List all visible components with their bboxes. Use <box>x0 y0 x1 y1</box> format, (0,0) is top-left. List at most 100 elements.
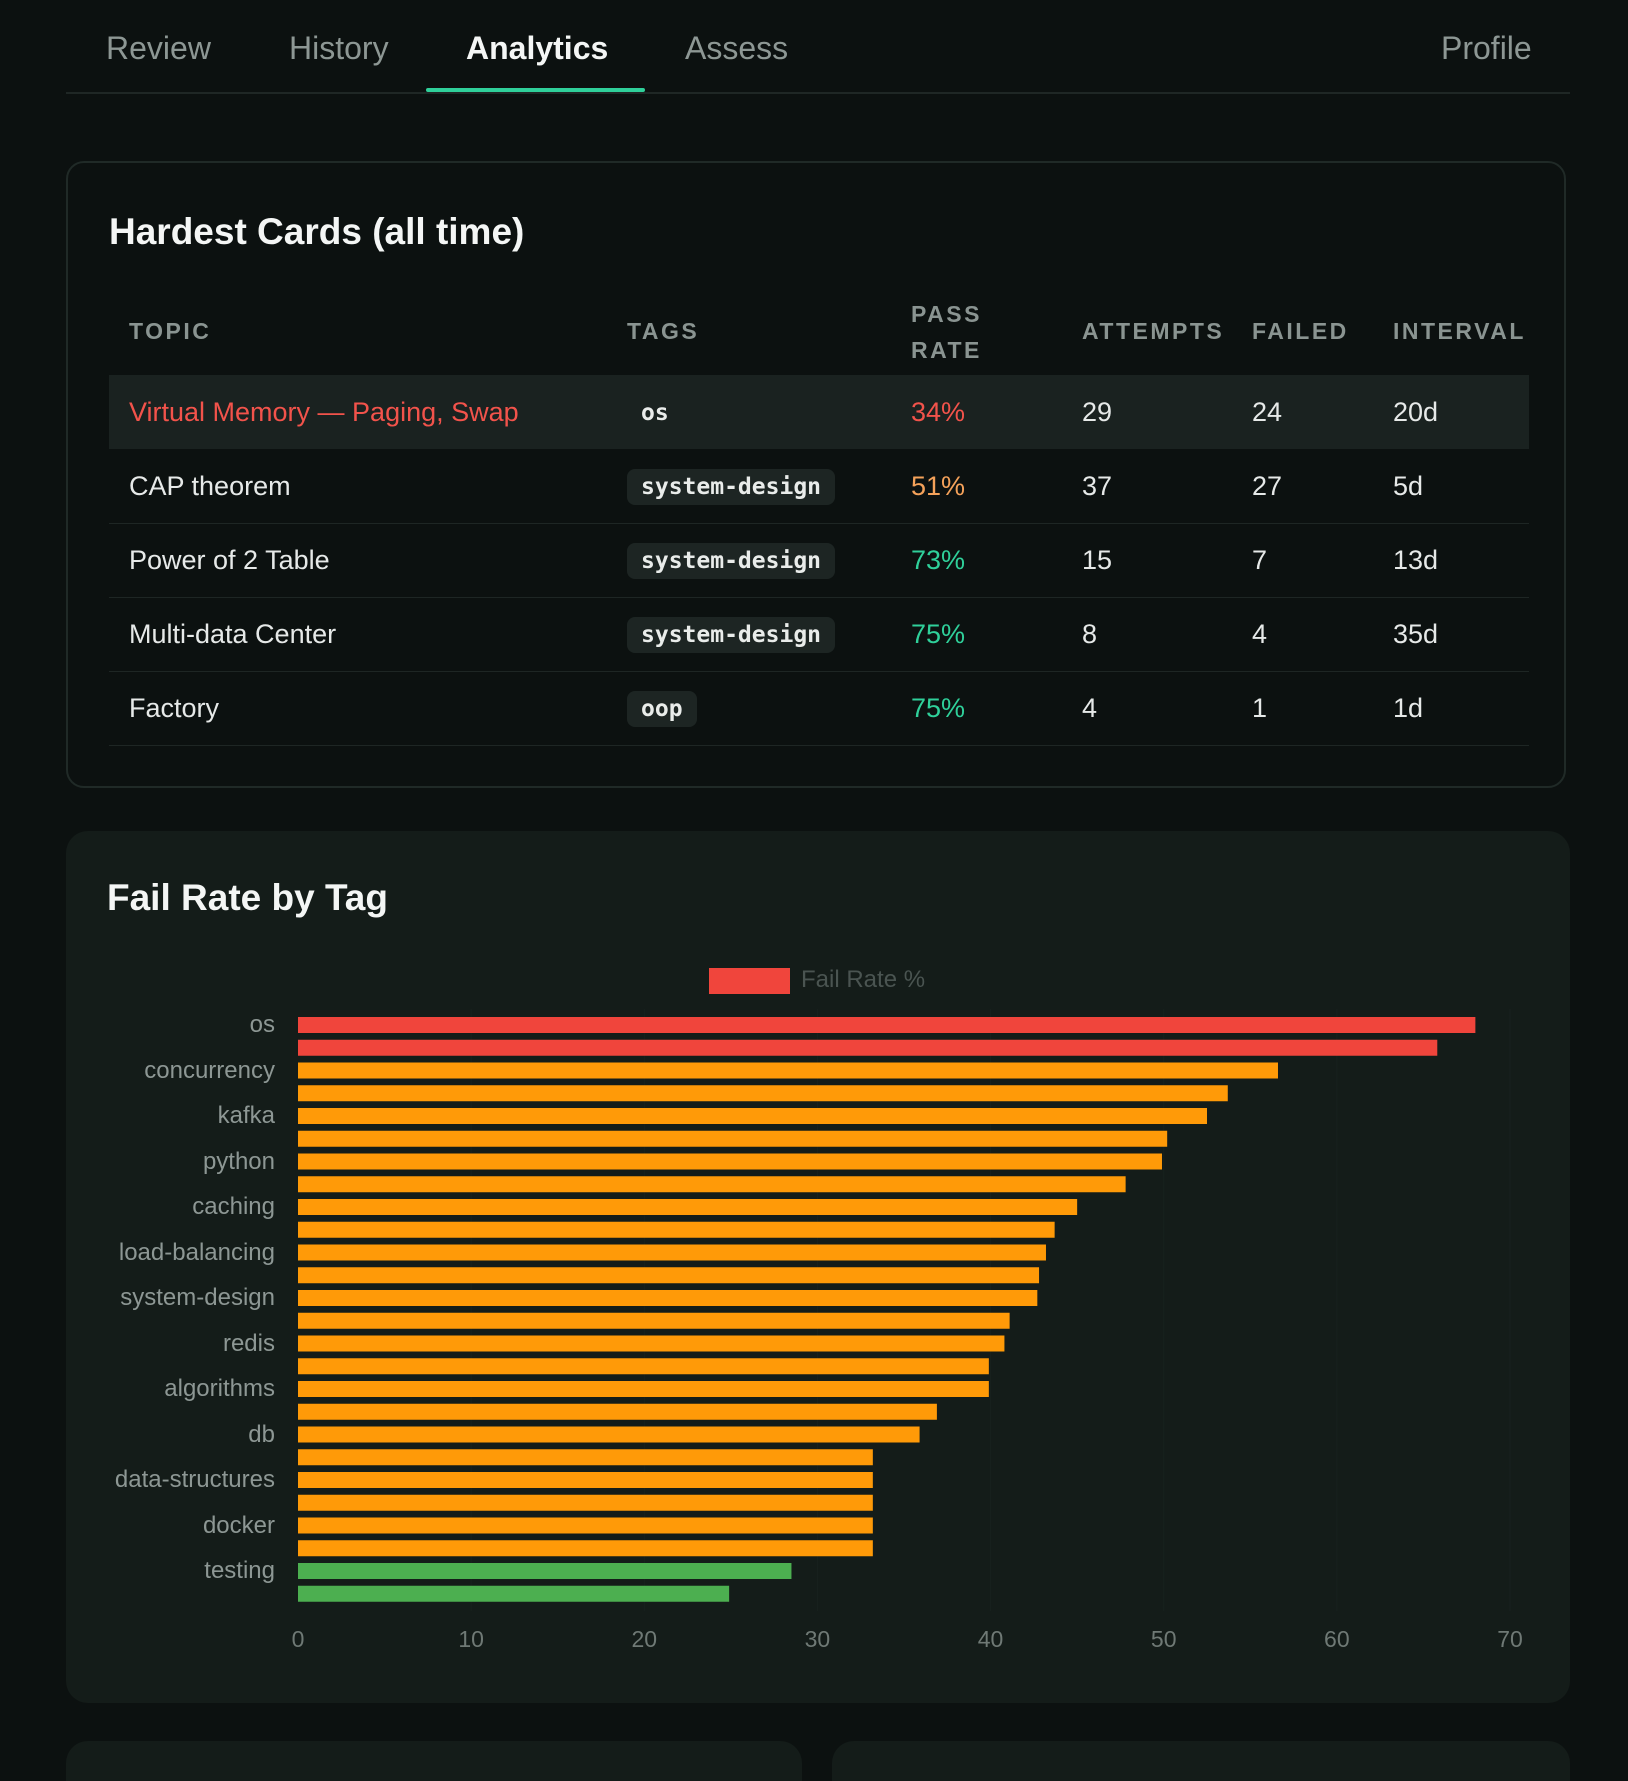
row-pass-rate: 75% <box>911 619 966 649</box>
bar-row-23[interactable] <box>298 1540 873 1557</box>
x-tick-label: 20 <box>631 1626 658 1652</box>
row-interval: 20d <box>1393 397 1439 427</box>
col-header-pass-rate-line1: PASS <box>911 301 982 327</box>
row-failed: 7 <box>1252 545 1268 575</box>
row-pass-rate: 51% <box>911 471 966 501</box>
row-attempts: 37 <box>1082 471 1113 501</box>
x-tick-label: 30 <box>804 1626 831 1652</box>
row-failed: 1 <box>1252 693 1268 723</box>
bar-load-balancing[interactable] <box>298 1244 1046 1261</box>
bar-db[interactable] <box>298 1426 920 1443</box>
top-nav: Review History Analytics Assess Profile <box>66 0 1570 94</box>
row-pass-rate: 73% <box>911 545 966 575</box>
bar-row-5[interactable] <box>298 1130 1168 1147</box>
row-interval: 35d <box>1393 619 1439 649</box>
y-label-redis: redis <box>222 1329 275 1357</box>
col-header-tags: TAGS <box>627 318 700 344</box>
col-header-topic: TOPIC <box>129 318 212 344</box>
y-label-load-balancing: load-balancing <box>118 1238 275 1266</box>
y-label-concurrency: concurrency <box>144 1056 275 1084</box>
col-header-attempts: ATTEMPTS <box>1082 318 1225 344</box>
row-topic: CAP theorem <box>129 471 291 501</box>
row-tag: system-design <box>627 543 836 579</box>
tab-assess[interactable]: Assess <box>685 30 789 66</box>
row-attempts: 29 <box>1082 397 1113 427</box>
bar-kafka[interactable] <box>298 1108 1207 1124</box>
row-attempts: 15 <box>1082 545 1113 575</box>
y-label-kafka: kafka <box>217 1102 275 1129</box>
row-tag: oop <box>627 691 697 727</box>
row-tag: system-design <box>627 617 836 653</box>
bar-row-21[interactable] <box>298 1494 873 1511</box>
row-pass-rate: 34% <box>911 397 966 427</box>
bar-row-1[interactable] <box>298 1039 1438 1056</box>
bar-python[interactable] <box>298 1153 1162 1170</box>
tab-profile[interactable]: Profile <box>1441 30 1532 66</box>
x-tick-label: 70 <box>1497 1626 1523 1652</box>
col-header-interval: INTERVAL <box>1393 318 1526 344</box>
tab-review[interactable]: Review <box>106 30 211 66</box>
bar-row-25[interactable] <box>298 1585 730 1602</box>
row-interval: 1d <box>1393 693 1424 723</box>
row-tag: system-design <box>627 469 836 505</box>
bar-system-design[interactable] <box>298 1290 1038 1306</box>
x-tick-label: 10 <box>458 1626 484 1652</box>
y-label-docker: docker <box>202 1511 275 1539</box>
table-row[interactable]: CAP theorem system-design 51% 37 27 5d <box>109 449 1529 524</box>
hardest-cards-title: Hardest Cards (all time) <box>109 211 525 252</box>
bar-data-structures[interactable] <box>298 1472 873 1488</box>
bar-docker[interactable] <box>298 1517 873 1534</box>
x-tick-label: 50 <box>1150 1626 1177 1652</box>
row-tag: os <box>641 400 669 426</box>
bar-testing[interactable] <box>298 1563 792 1579</box>
row-attempts: 4 <box>1082 693 1098 723</box>
row-topic: Multi-data Center <box>129 619 337 649</box>
active-tab-indicator <box>426 88 645 92</box>
bar-concurrency[interactable] <box>298 1062 1278 1079</box>
bar-algorithms[interactable] <box>298 1381 989 1397</box>
bar-os[interactable] <box>298 1017 1476 1033</box>
x-tick-label: 40 <box>977 1626 1004 1652</box>
col-header-pass-rate-line2: RATE <box>911 337 982 363</box>
x-tick-label: 60 <box>1324 1626 1350 1652</box>
bar-row-3[interactable] <box>298 1085 1228 1102</box>
row-topic: Power of 2 Table <box>129 545 330 575</box>
bar-row-9[interactable] <box>298 1221 1055 1238</box>
col-header-pass-rate: PASS RATE <box>911 296 982 368</box>
bar-row-13[interactable] <box>298 1312 1010 1329</box>
row-topic: Factory <box>129 693 220 723</box>
y-label-data-structures: data-structures <box>114 1466 275 1493</box>
hardest-cards-panel: Hardest Cards (all time) TOPIC TAGS PASS… <box>66 161 1566 788</box>
y-label-system-design: system-design <box>120 1284 275 1311</box>
y-label-db: db <box>248 1420 275 1448</box>
row-failed: 27 <box>1252 471 1283 501</box>
tab-history[interactable]: History <box>289 30 389 66</box>
row-attempts: 8 <box>1082 619 1098 649</box>
y-label-python: python <box>202 1147 275 1175</box>
table-row[interactable]: Multi-data Center system-design 75% 8 4 … <box>109 597 1529 672</box>
next-panel-right <box>832 1741 1570 1781</box>
legend-label[interactable]: Fail Rate % <box>801 966 926 993</box>
row-failed: 4 <box>1252 619 1268 649</box>
bar-row-19[interactable] <box>298 1449 873 1466</box>
legend-swatch[interactable] <box>709 968 790 994</box>
bar-row-11[interactable] <box>298 1267 1040 1284</box>
bar-caching[interactable] <box>298 1199 1078 1215</box>
row-topic: Virtual Memory — Paging, Swap <box>129 397 519 427</box>
bar-row-17[interactable] <box>298 1403 937 1420</box>
y-label-caching: caching <box>192 1193 275 1220</box>
table-row[interactable]: Virtual Memory — Paging, Swap os 34% 29 … <box>109 375 1529 449</box>
tab-analytics[interactable]: Analytics <box>466 30 609 66</box>
y-label-testing: testing <box>204 1557 275 1584</box>
bar-row-15[interactable] <box>298 1358 989 1375</box>
next-panel-left <box>66 1741 802 1781</box>
col-header-failed: FAILED <box>1252 318 1349 344</box>
fail-rate-panel: Fail Rate by Tag <box>66 831 1570 1703</box>
table-row[interactable]: Power of 2 Table system-design 73% 15 7 … <box>109 523 1529 598</box>
bar-redis[interactable] <box>298 1335 1005 1352</box>
y-label-os: os <box>249 1011 275 1038</box>
bar-row-7[interactable] <box>298 1176 1126 1193</box>
y-label-algorithms: algorithms <box>164 1375 275 1402</box>
table-row[interactable]: Factory oop 75% 4 1 1d <box>109 671 1529 746</box>
